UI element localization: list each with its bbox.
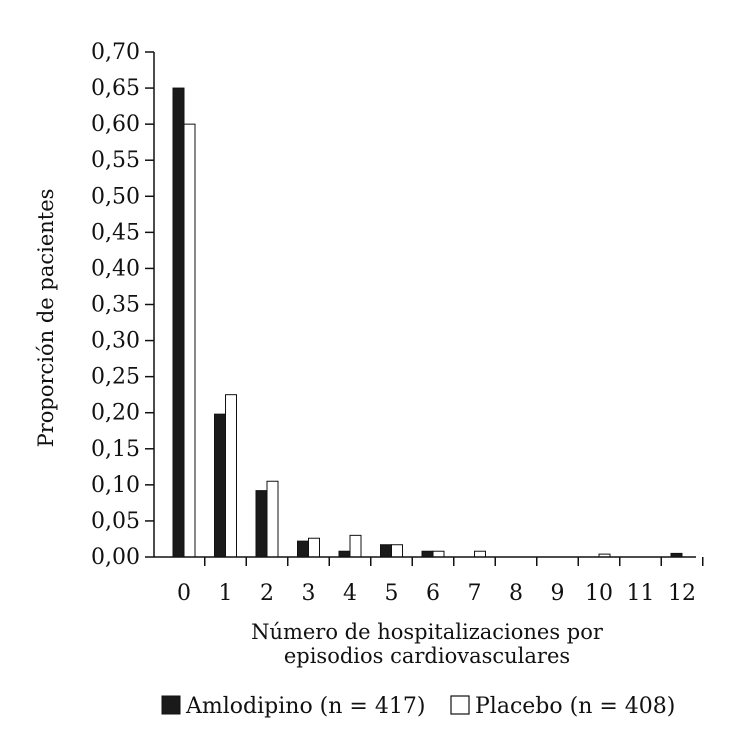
x-tick-label: 11 (627, 581, 655, 606)
bars-group (172, 87, 683, 558)
bar-placebo (432, 550, 445, 558)
y-tick-label: 0,10 (91, 473, 140, 498)
bar-amlodipino (255, 490, 268, 558)
y-tick-label: 0,30 (91, 329, 140, 354)
bar-amlodipino (338, 550, 351, 558)
y-tick-label: 0,60 (91, 112, 140, 137)
y-tick-label: 0,35 (91, 293, 140, 318)
x-tick-label: 6 (426, 581, 440, 606)
bar-placebo (308, 537, 320, 558)
bar-amlodipino (421, 550, 434, 558)
bar-amlodipino (214, 413, 226, 558)
x-axis-title-line1: Número de hospitalizaciones por (251, 620, 604, 644)
y-tick-label: 0,20 (91, 401, 140, 426)
y-tick-label: 0,15 (91, 437, 140, 462)
bar-placebo (474, 550, 486, 558)
bar-placebo (266, 480, 279, 558)
x-tick-label: 12 (668, 581, 696, 606)
x-tick-label: 1 (219, 581, 233, 606)
y-tick-label: 0,50 (91, 184, 140, 209)
x-tick-label: 9 (551, 581, 565, 606)
bar-placebo (391, 544, 403, 558)
legend-label-placebo: Placebo (n = 408) (475, 694, 675, 719)
x-tick-label: 2 (260, 581, 274, 606)
bar-placebo (225, 394, 237, 558)
y-tick-label: 0,00 (91, 545, 140, 570)
x-tick-label: 10 (585, 581, 613, 606)
x-tick-label: 5 (385, 581, 399, 606)
legend-swatch-amlodipino (161, 695, 181, 715)
y-tick-label: 0,40 (91, 256, 140, 281)
x-tick-label: 7 (468, 581, 482, 606)
x-tick-label: 4 (343, 581, 357, 606)
y-tick-label: 0,55 (91, 148, 140, 173)
legend-label-amlodipino: Amlodipino (n = 417) (185, 694, 425, 719)
x-tick-label: 3 (302, 581, 316, 606)
y-tick-label: 0,05 (91, 509, 140, 534)
bar-amlodipino (380, 544, 392, 558)
y-tick-label: 0,25 (91, 365, 140, 390)
bar-amlodipino (297, 540, 309, 558)
legend: Amlodipino (n = 417) Placebo (n = 408) (161, 694, 675, 719)
bar-amlodipino (172, 87, 185, 558)
x-axis-title-line2: episodios cardiovasculares (284, 644, 570, 668)
y-tick-label: 0,45 (91, 220, 140, 245)
bar-placebo (349, 534, 362, 558)
y-ticks-group: 0,00 0,05 0,10 0,15 0,20 0,25 0,30 0,35 0,40 0,45… (91, 40, 154, 570)
bar-placebo (183, 123, 196, 558)
x-ticks-group: 0 1 2 3 4 5 6 7 8 9 10 11 12 (177, 557, 704, 606)
x-tick-label: 0 (177, 581, 191, 606)
y-tick-label: 0,65 (91, 76, 140, 101)
x-tick-label: 8 (509, 581, 523, 606)
y-tick-label: 0,70 (91, 40, 140, 65)
y-axis-title: Proporción de pacientes (34, 189, 58, 448)
legend-swatch-placebo (450, 695, 470, 715)
